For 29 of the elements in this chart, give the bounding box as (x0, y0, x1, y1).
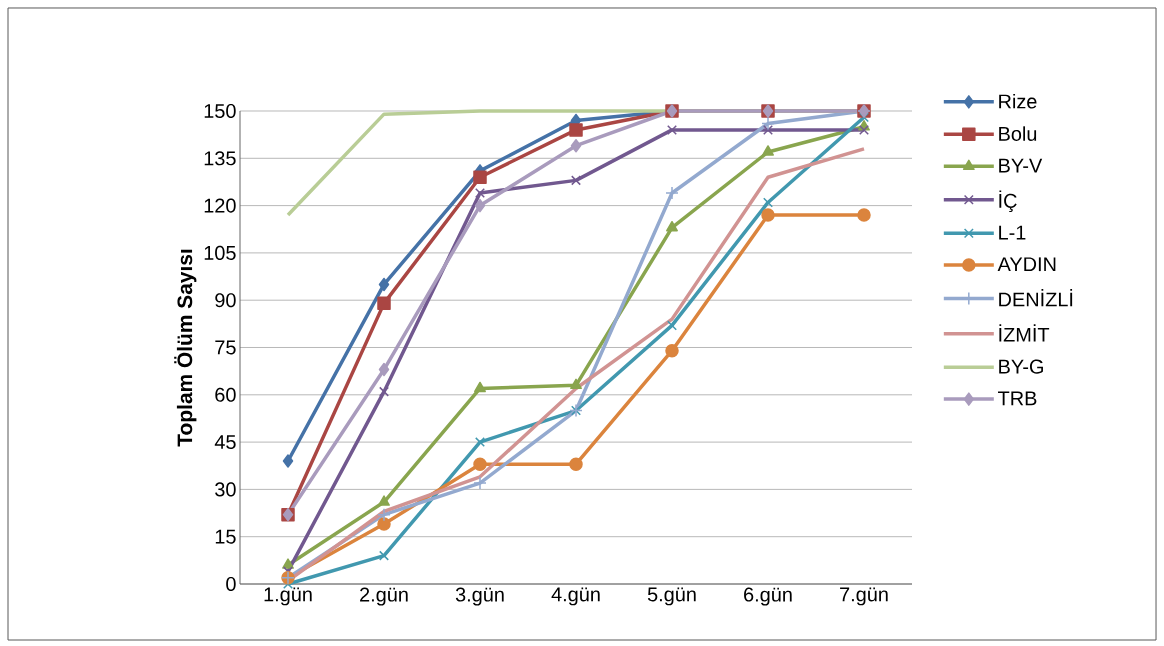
x-tick-label: 5.gün (647, 587, 696, 606)
y-tick-label: 150 (204, 103, 236, 119)
legend-label: BY-G (999, 359, 1043, 374)
y-tick-label: 105 (204, 245, 236, 260)
x-tick-label: 2.gün (360, 587, 408, 606)
legend-label: BY-V (999, 158, 1043, 173)
y-tick-label: 75 (215, 340, 236, 355)
legend-label: L-1 (999, 225, 1026, 240)
x-tick-label: 4.gün (551, 587, 600, 606)
legend-label: Bolu (999, 126, 1037, 141)
x-tick-label: 7.gün (840, 587, 888, 606)
legend-label: İZMİT (999, 324, 1050, 342)
y-tick-label: 45 (214, 435, 236, 450)
legend-label: TRB (998, 391, 1037, 406)
legend-label: AYDIN (997, 257, 1056, 272)
x-tick-label: 6.gün (744, 587, 792, 606)
y-tick-label: 120 (204, 198, 236, 213)
y-axis-title: Toplam Ölüm Sayısı (174, 249, 197, 447)
y-tick-label: 30 (215, 482, 236, 497)
x-tick-label: 1.gün (264, 587, 312, 606)
y-tick-label: 60 (215, 387, 236, 402)
y-tick-label: 135 (204, 151, 236, 166)
y-tick-label: 90 (215, 293, 236, 308)
legend-label: Rize (999, 93, 1037, 109)
legend-label: İÇ (999, 190, 1017, 212)
x-tick-label: 3.gün (455, 587, 504, 606)
y-tick-label: 0 (226, 576, 236, 592)
y-tick-label: 15 (215, 529, 236, 544)
legend-label: DENİZLİ (999, 289, 1073, 307)
